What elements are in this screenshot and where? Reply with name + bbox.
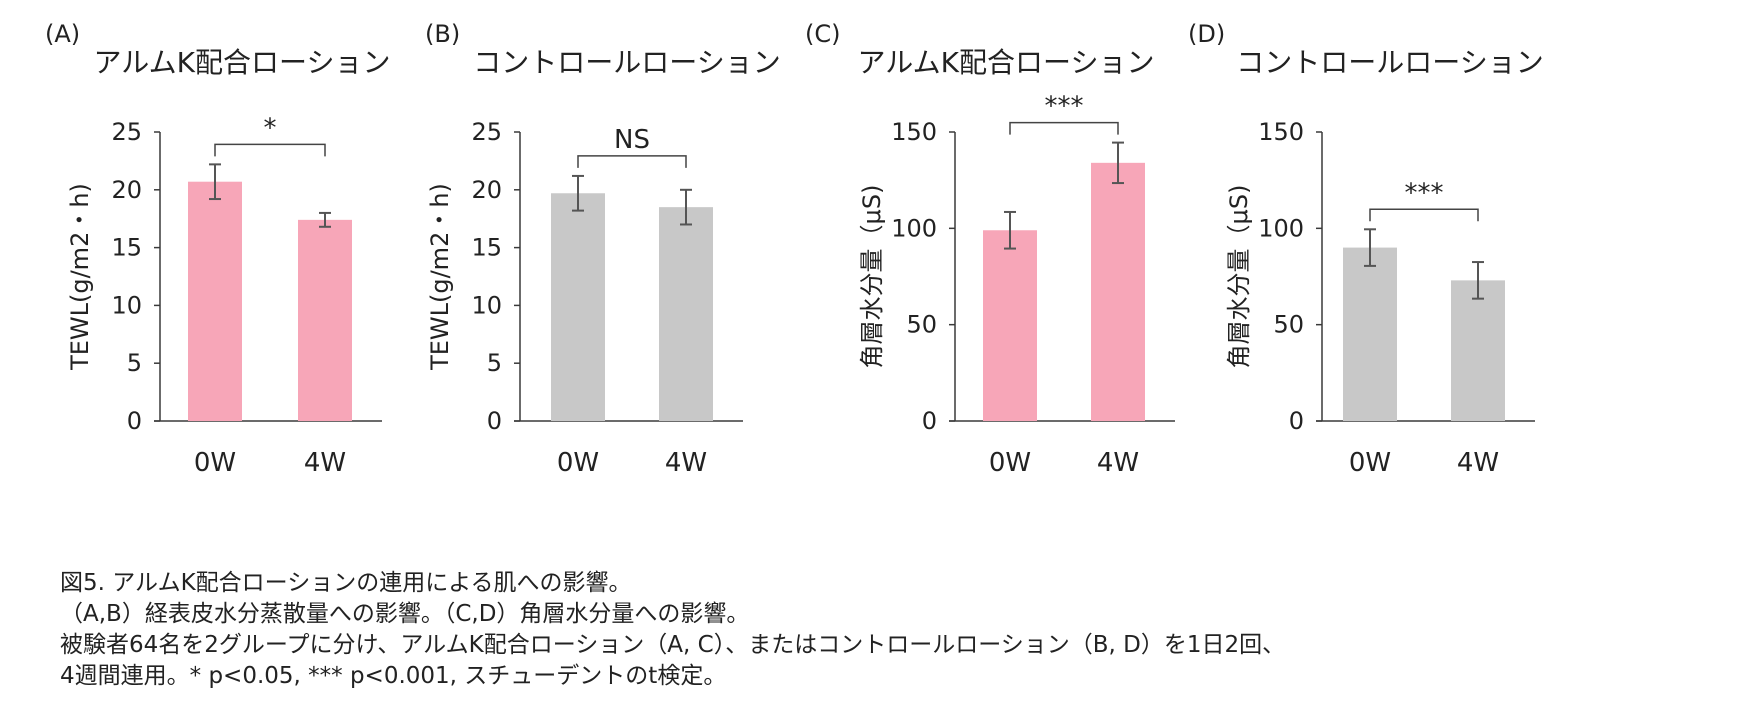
y-tick-label: 25: [471, 118, 502, 146]
x-category-label: 0W: [557, 448, 599, 478]
x-category-label: 4W: [304, 448, 346, 478]
y-axis-label: 角層水分量（μS): [858, 185, 886, 369]
significance-bracket: [1369, 208, 1479, 222]
chart-panel-4: (D) コントロールローション 0 50 100 150 角層水分量（μS) 0W 4W ***: [1188, 20, 1544, 478]
caption-line-1: 図5. アルムK配合ローションの連用による肌への影響。: [60, 570, 632, 596]
y-tick-label: 5: [127, 349, 142, 377]
y-axis-label: 角層水分量（μS): [1225, 185, 1253, 369]
bar-4w: [1451, 280, 1505, 421]
y-tick-label: 50: [906, 311, 937, 339]
caption-line-2: （A,B）経表皮水分蒸散量への影響。（C,D）角層水分量への影響。: [60, 601, 750, 627]
significance-label: ***: [1045, 92, 1084, 122]
bar-4w: [298, 219, 352, 421]
chart-title: アルムK配合ローション: [858, 46, 1155, 79]
figure-charts: (A) アルムK配合ローション 0 5 10 15 20 25 TEWL(g/m2・h) 0W 4W…: [45, 20, 1544, 478]
x-category-label: 0W: [194, 448, 236, 478]
panel-label: (C): [805, 20, 840, 48]
y-tick-label: 0: [1289, 407, 1304, 435]
y-tick-label: 20: [111, 176, 142, 204]
significance-label: ***: [1405, 178, 1444, 208]
significance-label: *: [264, 113, 277, 143]
chart-title: コントロールローション: [473, 46, 780, 79]
y-tick-label: 5: [487, 349, 502, 377]
chart-panel-1: (A) アルムK配合ローション 0 5 10 15 20 25 TEWL(g/m2・h) 0W 4W…: [45, 20, 390, 478]
bar-0w: [983, 230, 1037, 421]
x-category-label: 0W: [989, 448, 1031, 478]
x-category-label: 4W: [1097, 448, 1139, 478]
y-tick-label: 100: [1258, 214, 1304, 242]
chart-panel-3: (C) アルムK配合ローション 0 50 100 150 角層水分量（μS) 0W 4W ***: [805, 20, 1175, 478]
y-axis-label: TEWL(g/m2・h): [66, 183, 94, 371]
y-tick-label: 10: [111, 291, 142, 319]
y-axis-label: TEWL(g/m2・h): [426, 183, 454, 371]
y-tick-label: 0: [487, 407, 502, 435]
x-category-label: 4W: [665, 448, 707, 478]
bar-0w: [1343, 247, 1397, 421]
significance-bracket: [577, 155, 687, 168]
bar-0w: [188, 181, 242, 421]
caption-line-4: 4週間連用。* p<0.05, *** p<0.001, スチューデントのt検定…: [60, 663, 727, 689]
chart-title: コントロールローション: [1236, 46, 1543, 79]
y-tick-label: 150: [1258, 118, 1304, 146]
bar-0w: [551, 193, 605, 421]
x-category-label: 0W: [1349, 448, 1391, 478]
significance-bracket: [1009, 121, 1119, 135]
significance-label: NS: [614, 125, 650, 155]
y-tick-label: 100: [891, 214, 937, 242]
y-tick-label: 20: [471, 176, 502, 204]
chart-panel-2: (B) コントロールローション 0 5 10 15 20 25 TEWL(g/m2・h) 0W 4W…: [425, 20, 781, 478]
panel-label: (B): [425, 20, 460, 48]
y-tick-label: 15: [111, 234, 142, 262]
figure-caption: 図5. アルムK配合ローションの連用による肌への影響。 （A,B）経表皮水分蒸散…: [60, 568, 1285, 692]
panel-label: (D): [1188, 20, 1225, 48]
y-tick-label: 0: [922, 407, 937, 435]
bar-4w: [659, 207, 713, 421]
y-tick-label: 10: [471, 291, 502, 319]
significance-bracket: [214, 143, 326, 157]
x-category-label: 4W: [1457, 448, 1499, 478]
panel-label: (A): [45, 20, 80, 48]
y-tick-label: 0: [127, 407, 142, 435]
y-tick-label: 25: [111, 118, 142, 146]
bar-4w: [1091, 162, 1145, 421]
y-tick-label: 50: [1273, 311, 1304, 339]
y-tick-label: 15: [471, 234, 502, 262]
caption-line-3: 被験者64名を2グループに分け、アルムK配合ローション（A, C）、またはコント…: [60, 632, 1286, 658]
chart-title: アルムK配合ローション: [94, 46, 391, 79]
y-tick-label: 150: [891, 118, 937, 146]
